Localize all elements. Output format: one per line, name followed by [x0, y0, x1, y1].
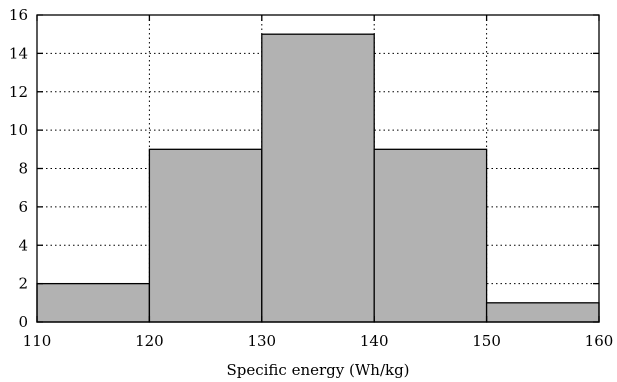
y-tick-label: 2	[18, 275, 28, 293]
y-tick-label: 4	[18, 236, 28, 254]
y-tick-labels: 0 2 4 6 8 10 12 14 16	[9, 6, 28, 331]
histogram-bar	[261, 33, 375, 323]
x-tick-label: 140	[360, 332, 389, 350]
x-axis-title: Specific energy (Wh/kg)	[226, 361, 409, 379]
y-tick-label: 8	[18, 160, 28, 178]
y-tick-label: 10	[9, 121, 28, 139]
y-tick-label: 0	[18, 313, 28, 331]
x-tick-label: 110	[23, 332, 52, 350]
histogram-bar	[485, 302, 600, 323]
x-tick-label: 160	[585, 332, 614, 350]
x-tick-label: 120	[135, 332, 164, 350]
y-tick-label: 12	[9, 83, 28, 101]
x-tick-labels: 110 120 130 140 150 160	[23, 332, 614, 350]
histogram-bar	[373, 148, 488, 323]
histogram-bar	[36, 282, 151, 323]
y-tick-label: 14	[9, 44, 28, 62]
histogram-bars	[36, 33, 600, 323]
x-tick-label: 150	[472, 332, 501, 350]
x-tick-label: 130	[247, 332, 276, 350]
y-tick-label: 16	[9, 6, 28, 24]
plot-frame	[36, 14, 600, 323]
histogram-bar	[148, 148, 263, 323]
y-tick-label: 6	[18, 198, 28, 216]
